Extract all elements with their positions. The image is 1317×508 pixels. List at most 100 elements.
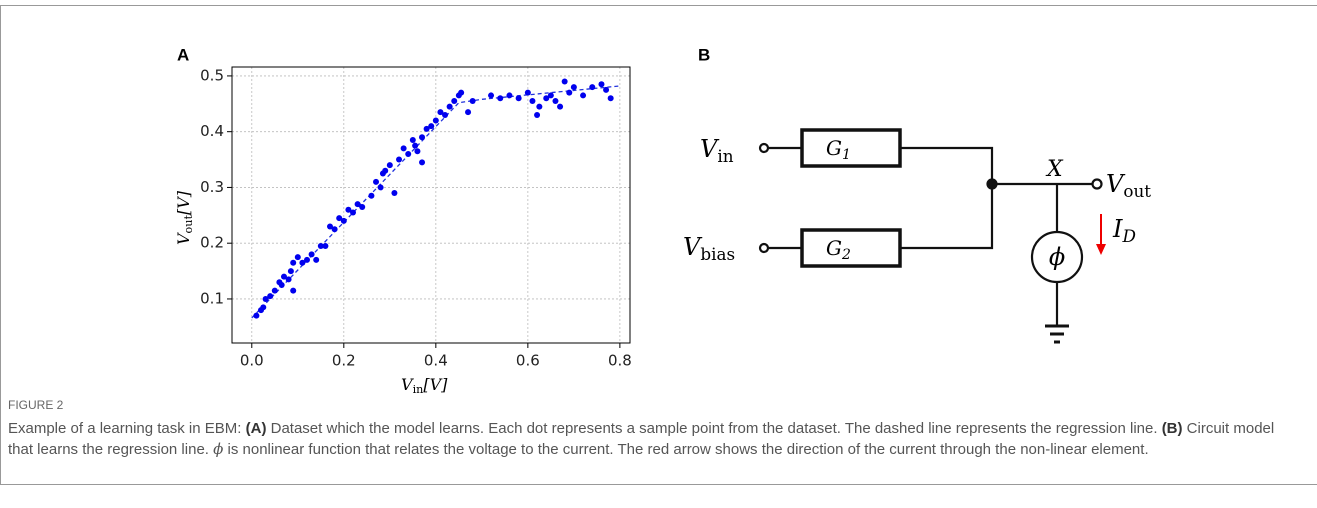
data-point <box>285 276 292 283</box>
data-point <box>308 251 315 258</box>
subscript: in <box>717 146 733 166</box>
panel-label: A <box>177 45 189 64</box>
resistor <box>800 128 902 168</box>
circuit-label: ϕ <box>1049 243 1065 271</box>
data-point <box>428 123 435 130</box>
figure: A B 0.0 0.2 0.4 0.6 0.80.10.20.30.40.5Vin[V]… <box>174 45 1152 396</box>
unit: [V] <box>174 190 193 215</box>
data-point <box>271 287 278 294</box>
y-tick-label: 0.5 <box>200 66 224 84</box>
data-point <box>354 201 361 208</box>
data-point <box>465 109 472 116</box>
x-tick-label: 0.8 <box>608 352 632 370</box>
data-point <box>386 162 393 169</box>
data-point <box>294 254 301 261</box>
data-point <box>368 192 375 199</box>
terminal <box>1091 178 1103 190</box>
x-tick-label: 0.2 <box>332 352 356 370</box>
data-point <box>322 242 329 249</box>
data-point <box>437 109 444 116</box>
symbol: G <box>826 136 842 160</box>
data-point <box>566 89 573 96</box>
subscript: out <box>1123 181 1151 201</box>
caption-run: Example of a learning task in EBM: <box>8 420 246 437</box>
data-point <box>552 98 559 105</box>
data-point <box>391 190 398 197</box>
data-point <box>598 81 605 88</box>
data-point <box>469 98 476 105</box>
current-arrow-head <box>1096 244 1106 255</box>
data-point <box>290 259 297 266</box>
symbol: V <box>700 135 720 163</box>
circuit <box>758 128 1106 344</box>
x-tick-label: 0.6 <box>516 352 540 370</box>
data-point <box>317 242 324 249</box>
data-point <box>524 89 531 96</box>
terminal <box>758 242 770 254</box>
x-tick-label: 0.4 <box>424 352 448 370</box>
data-point <box>419 159 426 166</box>
caption-run: is nonlinear function that relates the v… <box>223 441 1149 458</box>
subscript: 1 <box>842 147 851 163</box>
data-point <box>280 273 287 280</box>
plot-frame <box>231 66 631 344</box>
data-point <box>557 103 564 110</box>
symbol: V <box>1106 170 1126 198</box>
subscript: bias <box>700 244 735 264</box>
data-point <box>515 95 522 102</box>
subscript: 2 <box>841 247 851 263</box>
data-point <box>373 178 380 185</box>
data-point <box>359 203 366 210</box>
data-point <box>299 259 306 266</box>
data-point <box>405 150 412 157</box>
resistor <box>800 228 902 268</box>
circuit-label: Vbias <box>683 233 735 264</box>
wire <box>900 146 994 250</box>
data-point <box>543 95 550 102</box>
data-point <box>377 184 384 191</box>
circuit-label: G2 <box>826 236 851 264</box>
caption-run: ϕ <box>213 440 224 458</box>
data-point <box>396 156 403 163</box>
circuit-label: Vin <box>700 135 734 166</box>
panel-label: B <box>698 45 710 64</box>
data-point <box>382 167 389 174</box>
circuit-label: X <box>1045 157 1064 182</box>
circuit-label: G1 <box>826 136 851 164</box>
unit: [V] <box>423 375 448 394</box>
data-point <box>336 215 343 222</box>
data-point <box>350 209 357 216</box>
data-point <box>303 256 310 263</box>
circuit-label: ID <box>1112 215 1136 246</box>
symbol: V <box>683 233 703 261</box>
y-tick-label: 0.1 <box>200 289 224 307</box>
data-point <box>414 148 421 155</box>
symbol: V <box>174 232 193 245</box>
terminal <box>758 142 770 154</box>
caption: Example of a learning task in EBM: (A) D… <box>8 418 1303 460</box>
data-point <box>446 103 453 110</box>
symbol: I <box>1112 215 1123 243</box>
caption-run: Dataset which the model learns. Each dot… <box>266 420 1162 437</box>
data-point <box>536 103 543 110</box>
data-point <box>409 137 416 144</box>
data-point <box>267 293 274 300</box>
data-point <box>340 217 347 224</box>
symbol: V <box>401 375 414 394</box>
data-point <box>423 125 430 132</box>
data-point <box>570 84 577 91</box>
data-point <box>607 95 614 102</box>
x-axis-label: Vin[V] <box>401 375 448 396</box>
y-axis-label: Vout[V] <box>174 190 195 245</box>
y-tick-label: 0.3 <box>200 178 224 196</box>
data-point <box>561 78 568 85</box>
subscript: in <box>413 383 424 395</box>
x-tick-label: 0.0 <box>240 352 264 370</box>
data-point <box>412 142 419 149</box>
data-point <box>313 256 320 263</box>
data-point <box>589 84 596 91</box>
caption-run: (B) <box>1161 420 1183 437</box>
data-point <box>262 295 269 302</box>
symbol: ϕ <box>1049 243 1065 271</box>
